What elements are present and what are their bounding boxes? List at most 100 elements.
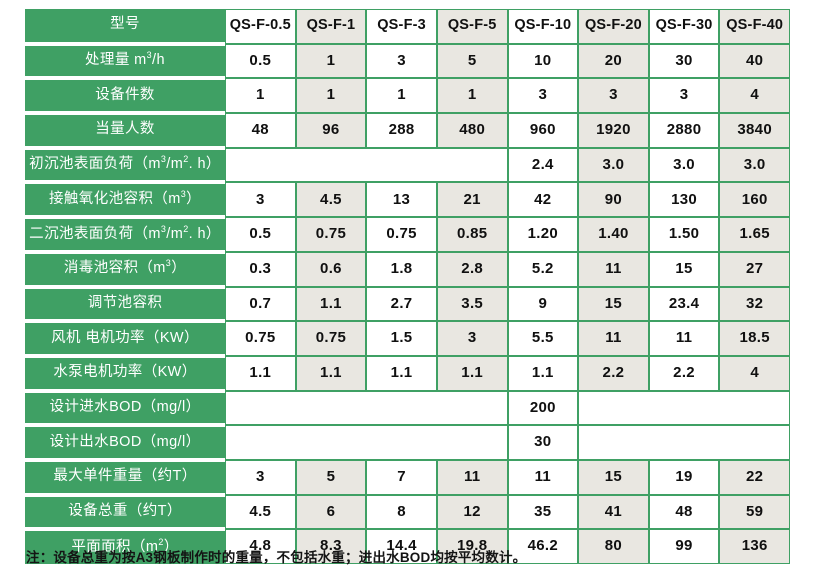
label-superscript: 3 [160, 223, 167, 234]
model-header-qs-f-40: QS-F-40 [719, 9, 790, 44]
data-cell: 96 [295, 113, 367, 148]
data-cell: 0.75 [366, 217, 437, 252]
row-label: 设备件数 [25, 78, 225, 114]
header-row-label: 型号 [25, 9, 225, 44]
data-cell: 4.5 [295, 182, 367, 218]
data-cell: 0.75 [225, 321, 296, 356]
row-label: 初沉池表面负荷（m3/m2. h） [25, 147, 225, 183]
data-cell: 18.5 [719, 321, 790, 356]
data-cell: 46.2 [507, 529, 579, 564]
row-label: 设备总重（约T） [25, 494, 225, 530]
row-label: 水泵电机功率（KW） [25, 355, 225, 391]
data-cell: 1.1 [366, 355, 437, 391]
model-header-qs-f-30: QS-F-30 [648, 9, 720, 44]
table-row: 当量人数 48 96 288 480 960 1920 2880 3840 [25, 113, 790, 148]
data-cell: 1.50 [648, 217, 720, 252]
data-cell: 160 [719, 182, 790, 218]
data-cell: 5 [436, 43, 508, 79]
table-row: 水泵电机功率（KW） 1.1 1.1 1.1 1.1 1.1 2.2 2.2 4 [25, 355, 790, 391]
table-row: 平面面积（m2） 4.8 8.3 14.4 19.8 46.2 80 99 136 [25, 529, 790, 564]
row-label: 平面面积（m2） [25, 529, 225, 564]
data-cell: 11 [648, 321, 720, 356]
table-header-row: 型号 QS-F-0.5 QS-F-1 QS-F-3 QS-F-5 QS-F-10 QS-F-… [25, 9, 790, 44]
data-cell: 48 [225, 113, 296, 148]
data-cell: 1920 [578, 113, 649, 148]
data-cell: 5 [295, 459, 367, 495]
model-header-qs-f-5: QS-F-5 [436, 9, 508, 44]
data-cell: 0.6 [295, 251, 367, 287]
data-cell: 4 [719, 355, 790, 391]
data-cell: 3 [436, 321, 508, 356]
data-cell: 3 [648, 78, 720, 114]
data-cell: 3840 [719, 113, 790, 148]
data-cell: 1 [225, 78, 296, 114]
data-cell: 2.2 [648, 355, 720, 391]
data-cell: 2.8 [436, 251, 508, 287]
empty-span-cell [578, 390, 790, 426]
table-row: 初沉池表面负荷（m3/m2. h） 2.4 3.0 3.0 3.0 [25, 147, 790, 183]
data-cell: 0.75 [295, 217, 367, 252]
data-cell: 1.1 [295, 355, 367, 391]
data-cell: 2880 [648, 113, 720, 148]
data-cell: 48 [648, 494, 720, 530]
table-row: 风机 电机功率（KW） 0.75 0.75 1.5 3 5.5 11 11 18.5 [25, 321, 790, 356]
data-cell: 200 [507, 390, 579, 426]
data-cell: 15 [578, 459, 649, 495]
data-cell: 23.4 [648, 286, 720, 322]
specification-table: 型号 QS-F-0.5 QS-F-1 QS-F-3 QS-F-5 QS-F-10 QS-F-… [25, 9, 790, 564]
data-cell: 80 [578, 529, 649, 564]
data-cell: 3 [366, 43, 437, 79]
data-cell: 3.0 [648, 147, 720, 183]
model-header-qs-f-10: QS-F-10 [507, 9, 579, 44]
row-label: 设计进水BOD（mg/l） [25, 390, 225, 426]
data-cell: 1.1 [225, 355, 296, 391]
data-cell: 5.5 [507, 321, 579, 356]
label-superscript: 3 [180, 188, 187, 199]
data-cell: 10 [507, 43, 579, 79]
row-label: 消毒池容积（m3） [25, 251, 225, 287]
data-cell: 27 [719, 251, 790, 287]
label-superscript: 2 [183, 154, 189, 165]
table-row: 最大单件重量（约T） 3 5 7 11 11 15 19 22 [25, 459, 790, 495]
data-cell: 0.7 [225, 286, 296, 322]
table-row: 二沉池表面负荷（m3/m2. h） 0.5 0.75 0.75 0.85 1.20 1.40… [25, 217, 790, 252]
data-cell: 11 [436, 459, 508, 495]
data-cell: 6 [295, 494, 367, 530]
data-cell: 59 [719, 494, 790, 530]
data-cell: 1.1 [436, 355, 508, 391]
data-cell: 3.0 [578, 147, 649, 183]
data-cell: 32 [719, 286, 790, 322]
data-cell: 3 [507, 78, 579, 114]
data-cell: 42 [507, 182, 579, 218]
row-label: 二沉池表面负荷（m3/m2. h） [25, 217, 225, 252]
data-cell: 1 [366, 78, 437, 114]
data-cell: 0.85 [436, 217, 508, 252]
data-cell: 9 [507, 286, 579, 322]
data-cell: 3 [578, 78, 649, 114]
row-label: 接触氧化池容积（m3） [25, 182, 225, 218]
data-cell: 21 [436, 182, 508, 218]
row-label: 最大单件重量（约T） [25, 459, 225, 495]
row-label: 处理量 m3/h [25, 43, 225, 79]
table-row: 接触氧化池容积（m3） 3 4.5 13 21 42 90 130 160 [25, 182, 790, 218]
data-cell: 1.1 [507, 355, 579, 391]
data-cell: 1 [295, 78, 367, 114]
row-label: 设计出水BOD（mg/l） [25, 425, 225, 460]
label-superscript: 3 [146, 50, 153, 61]
data-cell: 3.5 [436, 286, 508, 322]
data-cell: 30 [507, 425, 579, 460]
footnote: 注：设备总重为按A3钢板制作时的重量，不包括水重；进出水BOD均按平均数计。 [26, 550, 527, 565]
data-cell: 11 [578, 321, 649, 356]
row-label: 调节池容积 [25, 286, 225, 322]
data-cell: 1.65 [719, 217, 790, 252]
empty-span-cell [578, 425, 790, 460]
data-cell: 3 [225, 459, 296, 495]
data-cell: 13 [366, 182, 437, 218]
empty-span-cell [225, 147, 508, 183]
model-header-qs-f-3: QS-F-3 [366, 9, 437, 44]
data-cell: 2.7 [366, 286, 437, 322]
label-superscript: 3 [160, 154, 167, 165]
data-cell: 1.1 [295, 286, 367, 322]
data-cell: 8 [366, 494, 437, 530]
